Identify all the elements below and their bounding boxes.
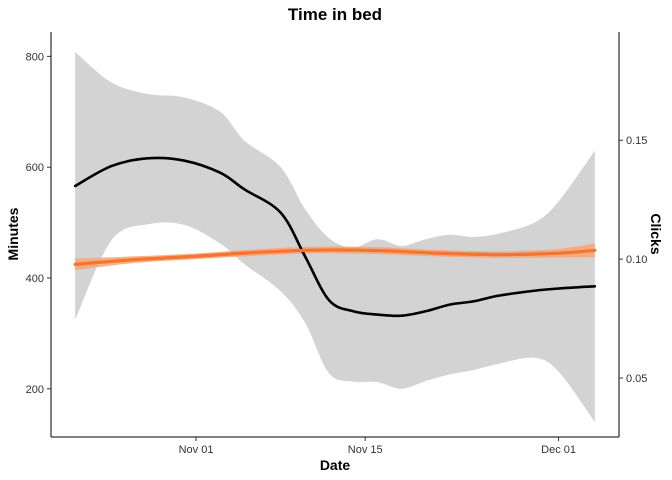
- y2-tick-label: 0.05: [626, 373, 647, 385]
- y-tick-label: 600: [26, 162, 44, 174]
- smooth-lines: [73, 156, 597, 318]
- series-line-1: [73, 156, 597, 318]
- right-y-ticks: 0.05 0.10 0.15: [619, 135, 647, 385]
- chart-title: Time in bed: [288, 5, 382, 24]
- confidence-bands: [75, 51, 595, 423]
- x-ticks: Nov 01 Nov 15 Dec 01: [179, 437, 576, 456]
- y-tick-label: 400: [26, 273, 44, 285]
- y-tick-label: 800: [26, 51, 44, 63]
- x-tick-label: Dec 01: [541, 444, 576, 456]
- x-tick-label: Nov 01: [179, 444, 214, 456]
- right-y-axis-title: Clicks: [648, 213, 664, 254]
- x-axis-title: Date: [320, 457, 351, 473]
- x-tick-label: Nov 15: [348, 444, 383, 456]
- series-line-2: [73, 248, 597, 266]
- y2-tick-label: 0.15: [626, 135, 647, 147]
- y2-tick-label: 0.10: [626, 254, 647, 266]
- y-tick-label: 200: [26, 384, 44, 396]
- left-y-ticks: 200 400 600 800: [26, 51, 51, 396]
- left-y-axis-title: Minutes: [5, 207, 21, 260]
- confidence-band-1: [75, 51, 595, 423]
